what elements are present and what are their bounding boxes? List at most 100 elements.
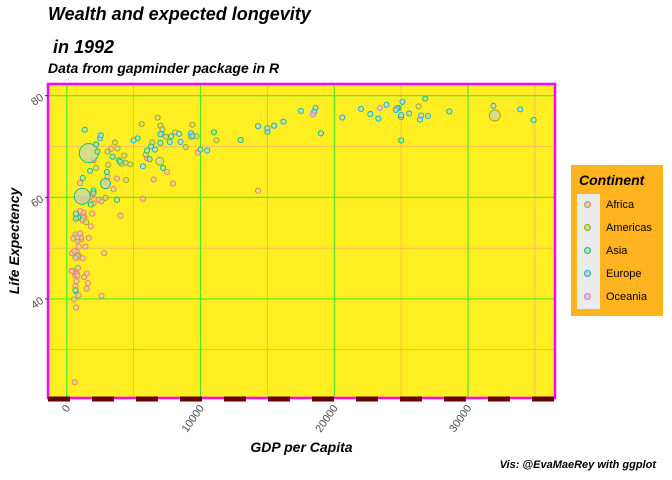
data-point-africa [70, 296, 78, 303]
data-point-africa [73, 278, 80, 285]
data-point-africa [81, 274, 88, 281]
legend-label: Africa [606, 199, 635, 211]
data-point-americas [127, 161, 134, 168]
legend-label: Oceania [606, 291, 647, 303]
data-point-americas [155, 156, 165, 166]
data-point-americas [159, 126, 166, 133]
data-point-europe [392, 106, 399, 113]
data-point-africa [113, 175, 120, 182]
data-point-europe [399, 98, 406, 105]
data-point-africa [117, 212, 124, 219]
chart-title-line2: in 1992 [48, 37, 115, 57]
data-point-americas [114, 145, 121, 152]
legend: Continent Africa Americas Asia Europe Oceani… [571, 165, 663, 316]
data-point-oceania [309, 111, 316, 118]
plot-panel [48, 84, 555, 398]
data-point-americas [93, 164, 100, 171]
data-point-americas [488, 109, 501, 122]
chart-caption: Vis: @EvaMaeRey with ggplot [499, 459, 656, 471]
data-point-asia [143, 147, 151, 154]
x-axis-title: GDP per Capita [250, 439, 352, 455]
data-point-africa [164, 168, 171, 175]
data-point-europe [271, 122, 278, 129]
legend-key [577, 263, 600, 286]
data-point-europe [357, 105, 365, 112]
data-point-europe [406, 110, 413, 117]
data-point-europe [166, 138, 173, 145]
data-point-europe [367, 110, 374, 118]
data-point-europe [130, 137, 137, 144]
legend-label: Europe [606, 268, 642, 280]
data-point-asia [159, 164, 167, 171]
data-point-africa [98, 292, 105, 299]
data-point-africa [77, 230, 84, 237]
data-point-asia [530, 117, 537, 124]
data-point-asia [117, 158, 124, 165]
x-tick-label: 0 [60, 403, 73, 415]
data-point-americas [123, 176, 130, 184]
data-point-africa [71, 379, 78, 386]
data-point-americas [213, 137, 220, 144]
data-point-europe [189, 132, 196, 139]
data-point-africa [139, 195, 147, 202]
chart-title: Wealth and expected longevity [48, 4, 311, 24]
data-point-africa [74, 234, 81, 241]
data-point-asia [446, 108, 453, 115]
data-point-asia [109, 153, 116, 160]
legend-item-asia: Asia [577, 240, 657, 263]
data-point-asia [73, 187, 91, 205]
data-point-europe [424, 112, 431, 120]
data-point-europe [177, 138, 184, 145]
data-point-asia [72, 210, 79, 217]
data-point-europe [157, 131, 164, 138]
data-point-europe [375, 115, 382, 122]
legend-item-americas: Americas [577, 217, 657, 240]
data-point-europe [264, 125, 271, 132]
data-point-europe [97, 132, 104, 139]
data-point-asia [72, 215, 79, 222]
data-point-asia [100, 178, 111, 190]
data-point-europe [139, 163, 147, 170]
data-point-europe [297, 107, 304, 114]
data-point-africa [77, 180, 84, 187]
data-point-africa [89, 210, 96, 217]
data-point-americas [111, 139, 118, 146]
data-point-americas [83, 219, 90, 226]
legend-key-marker [584, 224, 591, 231]
data-point-africa [82, 243, 89, 250]
data-point-asia [87, 201, 94, 208]
data-point-africa [68, 267, 75, 275]
data-point-oceania [376, 104, 383, 111]
chart-subtitle: Data from gapminder package in R [48, 60, 280, 76]
legend-key-marker [584, 247, 591, 254]
data-point-africa [74, 272, 81, 279]
data-point-africa [73, 304, 80, 311]
data-point-americas [105, 161, 112, 168]
data-point-europe [151, 146, 159, 153]
data-point-europe [280, 118, 287, 125]
y-axis-title: Life Expectency [6, 186, 22, 294]
data-point-asia [197, 146, 204, 153]
data-point-asia [93, 141, 100, 148]
data-point-asia [398, 137, 405, 144]
data-point-asia [422, 95, 429, 102]
legend-key [577, 194, 600, 217]
data-point-africa [101, 250, 108, 257]
data-point-americas [121, 152, 128, 159]
legend-key [577, 240, 600, 263]
data-point-asia [157, 139, 164, 146]
data-point-asia [81, 126, 88, 133]
data-point-americas [415, 103, 422, 110]
data-point-asia [72, 287, 79, 294]
data-point-asia [113, 196, 120, 203]
legend-key [577, 217, 600, 240]
data-point-europe [204, 147, 211, 154]
data-point-africa [79, 255, 86, 262]
legend-key-marker [584, 293, 591, 300]
y-tick-label: 40 [29, 295, 46, 312]
data-point-europe [254, 123, 262, 130]
x-tick-label: 20000 [313, 403, 340, 435]
data-point-africa [72, 254, 79, 261]
data-point-africa [74, 264, 82, 271]
